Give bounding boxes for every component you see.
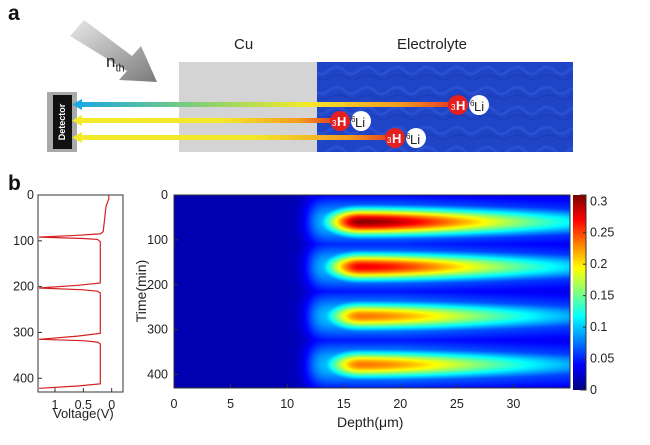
voltage-y-tick: 400 — [13, 371, 34, 385]
neutron-arrow — [70, 20, 157, 82]
heatmap-x-tick: 20 — [393, 397, 407, 411]
voltage-y-tick: 200 — [13, 280, 34, 294]
svg-text:3: 3 — [451, 103, 456, 112]
svg-text:3: 3 — [387, 136, 392, 145]
svg-text:Li: Li — [474, 99, 484, 114]
particle-beam-top — [72, 99, 458, 110]
electrolyte-label: Electrolyte — [397, 36, 468, 53]
panel-b-letter: b — [8, 172, 21, 195]
detector — [47, 92, 77, 152]
voltage-x-tick: 1 — [52, 398, 59, 412]
colorbar-tick: 0.05 — [590, 352, 614, 366]
panel-a-letter: a — [8, 2, 20, 25]
detector-label: Detector — [57, 103, 67, 141]
particle-beam-middle — [72, 115, 340, 126]
particle-pair-bottom: 3 H 6 Li — [385, 128, 426, 148]
svg-text:3: 3 — [332, 119, 337, 128]
colorbar-tick: 0.2 — [590, 257, 607, 271]
colorbar-tick: 0 — [590, 383, 597, 397]
voltage-y-tick: 0 — [27, 188, 34, 202]
heatmap-xlabel: Depth(μm) — [337, 414, 404, 430]
voltage-frame — [37, 194, 124, 393]
particle-pair-top: 3 H 6 Li — [448, 95, 489, 115]
heatmap-frame — [173, 194, 571, 389]
colorbar-tick: 0.25 — [590, 226, 614, 240]
heatmap-x-tick: 5 — [227, 397, 234, 411]
neutron-symbol: n — [106, 52, 116, 71]
svg-text:6: 6 — [351, 115, 356, 124]
voltage-line — [39, 195, 110, 389]
heatmap-x-tick: 30 — [506, 397, 520, 411]
svg-text:6: 6 — [406, 132, 411, 141]
colorbar-frame — [580, 194, 587, 391]
particle-pair-middle: 3 H 6 Li — [330, 111, 371, 131]
colorbar-tick: 0.3 — [590, 194, 607, 208]
svg-text:Li: Li — [410, 132, 420, 147]
heatmap-y-tick: 300 — [147, 323, 168, 337]
heatmap-x-tick: 15 — [337, 397, 351, 411]
voltage-x-tick: 0.5 — [75, 398, 92, 412]
particle-beam-bottom — [72, 132, 398, 143]
voltage-y-tick: 300 — [13, 325, 34, 339]
cu-label: Cu — [234, 36, 254, 53]
colorbar — [573, 195, 586, 390]
svg-text:H: H — [392, 131, 401, 146]
heatmap-ylabel: Time(min) — [133, 259, 149, 323]
svg-text:H: H — [456, 98, 465, 113]
voltage-y-tick: 100 — [13, 234, 34, 248]
panel-a-diagram: 3 H 6 Li 3 H 6 Li 3 H 6 Li — [47, 20, 573, 152]
colorbar-axes: 0.3 0.25 0.2 0.15 0.1 0.05 0 — [580, 194, 614, 397]
svg-text:Li: Li — [355, 115, 365, 130]
heatmap-x-tick: 10 — [280, 397, 294, 411]
heatmap-image — [174, 195, 570, 388]
neutron-label: nth — [106, 52, 125, 74]
svg-text:H: H — [337, 114, 346, 129]
heatmap-y-tick: 0 — [161, 188, 168, 202]
heatmap-y-tick: 200 — [147, 278, 168, 292]
colorbar-tick: 0.15 — [590, 289, 614, 303]
colorbar-tick: 0.1 — [590, 320, 607, 334]
voltage-x-tick: 0 — [108, 398, 115, 412]
heatmap-x-tick: 0 — [171, 397, 178, 411]
voltage-plot: 0 100 200 300 400 1 0.5 0 — [13, 188, 124, 412]
neutron-subscript: th — [115, 62, 125, 75]
svg-text:6: 6 — [470, 99, 475, 108]
heatmap-x-tick: 25 — [450, 397, 464, 411]
heatmap-y-tick: 100 — [147, 233, 168, 247]
heatmap-y-tick: 400 — [147, 368, 168, 382]
voltage-xlabel: Voltage(V) — [53, 406, 114, 421]
